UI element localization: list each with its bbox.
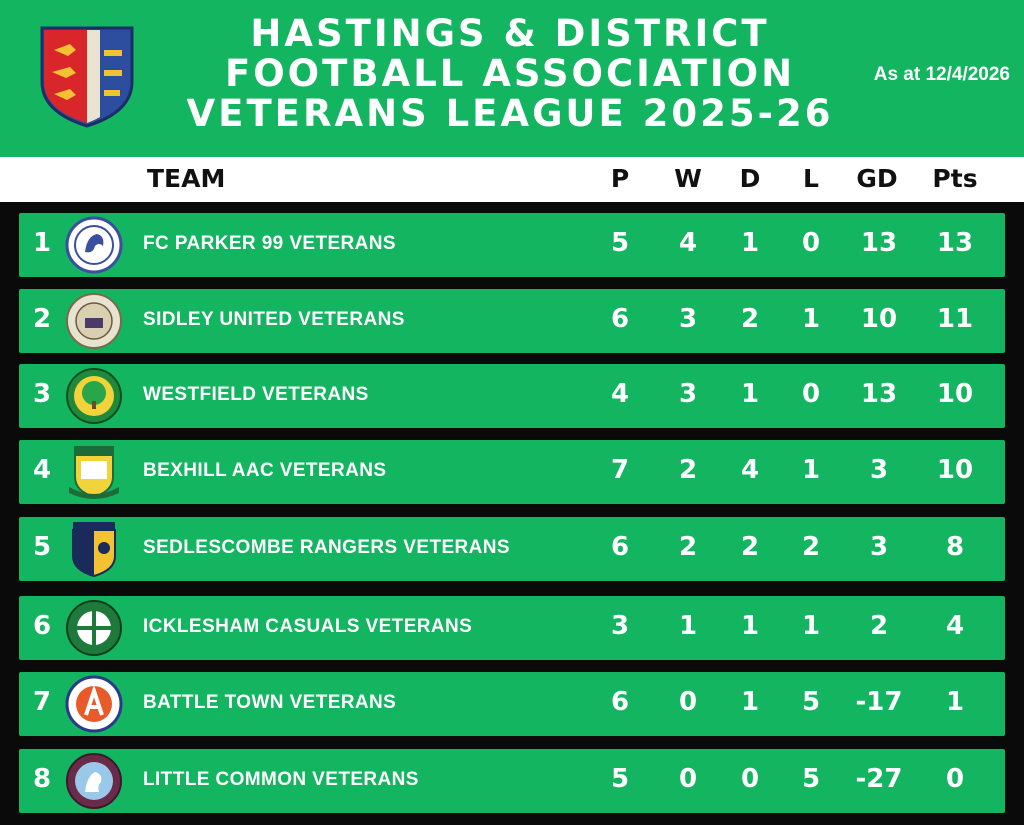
icklesham-badge-icon (66, 600, 122, 656)
header: HASTINGS & DISTRICT FOOTBALL ASSOCIATION… (0, 0, 1024, 157)
goal-difference: -27 (855, 764, 903, 794)
team-name: SEDLESCOMBE RANGERS VETERANS (143, 537, 510, 558)
points: 10 (936, 455, 974, 485)
position: 6 (32, 611, 52, 641)
lost: 0 (801, 379, 821, 409)
lost: 1 (801, 304, 821, 334)
as-at-date: As at 12/4/2026 (873, 64, 1010, 85)
goal-difference: 10 (860, 304, 898, 334)
little-common-badge-icon (66, 753, 122, 809)
won: 3 (678, 304, 698, 334)
drawn: 1 (740, 687, 760, 717)
position: 3 (32, 379, 52, 409)
drawn: 1 (740, 611, 760, 641)
column-gd: GD (856, 164, 898, 193)
drawn: 1 (740, 379, 760, 409)
goal-difference: 13 (860, 379, 898, 409)
battle-town-badge-icon (65, 675, 123, 733)
played: 6 (610, 532, 630, 562)
lost: 5 (801, 687, 821, 717)
points: 0 (945, 764, 965, 794)
won: 4 (678, 228, 698, 258)
points: 13 (936, 228, 974, 258)
position: 8 (32, 764, 52, 794)
team-name: SIDLEY UNITED VETERANS (143, 309, 405, 330)
goal-difference: 2 (869, 611, 889, 641)
association-crest-icon (40, 26, 134, 128)
column-w: W (674, 164, 702, 193)
won: 1 (678, 611, 698, 641)
table-row: 8 LITTLE COMMON VETERANS 5 0 0 5 -27 0 (19, 749, 1005, 813)
team-name: BEXHILL AAC VETERANS (143, 460, 387, 481)
lost: 5 (801, 764, 821, 794)
title-line: HASTINGS & DISTRICT (250, 12, 770, 55)
page-title: HASTINGS & DISTRICT FOOTBALL ASSOCIATION… (150, 14, 870, 134)
team-name: LITTLE COMMON VETERANS (143, 769, 419, 790)
points: 10 (936, 379, 974, 409)
points: 4 (945, 611, 965, 641)
played: 4 (610, 379, 630, 409)
table-row: 4 BEXHILL AAC VETERANS 7 2 4 1 3 10 (19, 440, 1005, 504)
lost: 0 (801, 228, 821, 258)
played: 5 (610, 764, 630, 794)
team-name: WESTFIELD VETERANS (143, 384, 369, 405)
played: 5 (610, 228, 630, 258)
drawn: 1 (740, 228, 760, 258)
table-row: 2 SIDLEY UNITED VETERANS 6 3 2 1 10 11 (19, 289, 1005, 353)
westfield-badge-icon (66, 368, 122, 424)
table-row: 5 SEDLESCOMBE RANGERS VETERANS 6 2 2 2 3… (19, 517, 1005, 581)
table-row: 3 WESTFIELD VETERANS 4 3 1 0 13 10 (19, 364, 1005, 428)
sedlescombe-badge-icon (72, 522, 116, 578)
points: 11 (936, 304, 974, 334)
goal-difference: 13 (860, 228, 898, 258)
played: 7 (610, 455, 630, 485)
column-header-bar: TEAM P W D L GD Pts (0, 157, 1024, 202)
drawn: 2 (740, 304, 760, 334)
column-p: P (610, 164, 630, 193)
team-name: ICKLESHAM CASUALS VETERANS (143, 616, 473, 637)
team-name: BATTLE TOWN VETERANS (143, 692, 397, 713)
position: 5 (32, 532, 52, 562)
position: 7 (32, 687, 52, 717)
title-line: FOOTBALL ASSOCIATION (224, 52, 796, 95)
column-d: D (739, 164, 761, 193)
column-pts: Pts (932, 164, 978, 193)
title-line: VETERANS LEAGUE 2025-26 (186, 92, 834, 135)
table-row: 6 ICKLESHAM CASUALS VETERANS 3 1 1 1 2 4 (19, 596, 1005, 660)
won: 0 (678, 764, 698, 794)
goal-difference: 3 (869, 455, 889, 485)
played: 6 (610, 687, 630, 717)
points: 8 (945, 532, 965, 562)
drawn: 0 (740, 764, 760, 794)
position: 2 (32, 304, 52, 334)
won: 3 (678, 379, 698, 409)
played: 3 (610, 611, 630, 641)
drawn: 2 (740, 532, 760, 562)
goal-difference: -17 (855, 687, 903, 717)
sidley-united-badge-icon (66, 293, 122, 349)
position: 4 (32, 455, 52, 485)
bexhill-aac-badge-icon (69, 446, 119, 499)
fc-parker-badge-icon (65, 216, 123, 274)
table-row: 1 FC PARKER 99 VETERANS 5 4 1 0 13 13 (19, 213, 1005, 277)
won: 0 (678, 687, 698, 717)
points: 1 (945, 687, 965, 717)
won: 2 (678, 455, 698, 485)
won: 2 (678, 532, 698, 562)
position: 1 (32, 228, 52, 258)
lost: 2 (801, 532, 821, 562)
lost: 1 (801, 455, 821, 485)
team-name: FC PARKER 99 VETERANS (143, 233, 396, 254)
drawn: 4 (740, 455, 760, 485)
column-team: TEAM (147, 164, 226, 193)
column-l: L (803, 164, 819, 193)
played: 6 (610, 304, 630, 334)
table-row: 7 BATTLE TOWN VETERANS 6 0 1 5 -17 1 (19, 672, 1005, 736)
goal-difference: 3 (869, 532, 889, 562)
lost: 1 (801, 611, 821, 641)
